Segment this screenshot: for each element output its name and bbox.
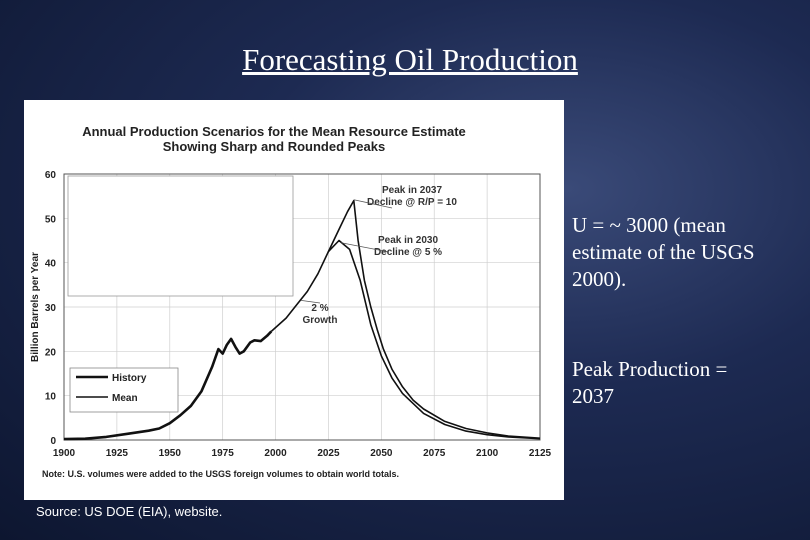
x-tick-label: 2075: [423, 448, 446, 459]
chart-title: Annual Production Scenarios for the Mean…: [82, 124, 466, 154]
x-tick-label: 2000: [264, 448, 287, 459]
peak-production-line: 2037: [572, 384, 614, 408]
legend-box: [69, 367, 179, 413]
x-tick-label: 1900: [53, 448, 76, 459]
y-tick-label: 30: [45, 303, 57, 314]
annotation-text: Peak in 2030: [378, 235, 438, 246]
annotation-text: Decline @ 5 %: [374, 247, 442, 258]
series-group: [63, 199, 541, 441]
resource-estimate-text: U = ~ 3000 (mean estimate of the USGS 20…: [572, 212, 802, 293]
x-tick-label: 2050: [370, 448, 393, 459]
y-tick-label: 50: [45, 214, 57, 225]
annotation-text: Growth: [303, 315, 338, 326]
annotation-text: Decline @ R/P = 10: [367, 197, 457, 208]
series-line-mean: [270, 239, 541, 440]
plot-frame: [63, 173, 541, 441]
resource-estimate-line: estimate of the USGS: [572, 240, 755, 264]
annotation-leader: [341, 242, 390, 253]
annotation-text: 2 %: [311, 303, 328, 314]
y-axis-label: Billion Barrels per Year: [30, 252, 41, 362]
oil-production-chart: Annual Production Scenarios for the Mean…: [30, 124, 552, 479]
annotation-text: Peak in 2037: [382, 185, 442, 196]
peak-production-line: Peak Production =: [572, 357, 728, 381]
chart-title-line: Showing Sharp and Rounded Peaks: [163, 139, 385, 154]
x-tick-label: 2025: [317, 448, 340, 459]
y-tick-label: 40: [45, 259, 57, 270]
x-tick-label: 1975: [212, 448, 235, 459]
slide-title: Forecasting Oil Production: [242, 42, 578, 77]
chart-panel: Annual Production Scenarios for the Mean…: [24, 100, 564, 500]
series-line-sharp-peak: [327, 199, 541, 439]
peak-production-text: Peak Production = 2037: [572, 356, 802, 410]
axes: 0 10 20 30 40 50 60 1900 1925 1950 1975 2000 2025 205…: [30, 170, 552, 459]
chart-note-group: Note: U.S. volumes were added to the USG…: [42, 469, 399, 479]
source-text: Source: US DOE (EIA), website.: [36, 504, 223, 519]
inset-box: [67, 175, 294, 297]
y-tick-label: 10: [45, 392, 57, 403]
chart-note: Note: U.S. volumes were added to the USG…: [42, 469, 399, 479]
series-line-history: [63, 330, 273, 441]
x-tick-label: 1950: [159, 448, 182, 459]
chart-title-line: Annual Production Scenarios for the Mean…: [82, 124, 466, 139]
x-tick-label: 2125: [529, 448, 552, 459]
annotation-leader: [353, 199, 393, 209]
legend-label: History: [112, 373, 147, 384]
x-tick-label: 2100: [476, 448, 499, 459]
annotation-leader: [300, 299, 321, 304]
resource-estimate-line: 2000).: [572, 267, 627, 291]
y-tick-label: 20: [45, 347, 57, 358]
y-tick-label: 60: [45, 170, 57, 181]
x-tick-label: 1925: [106, 448, 129, 459]
resource-estimate-line: U = ~ 3000 (mean: [572, 213, 726, 237]
legend-label: Mean: [112, 393, 138, 404]
legend: History Mean: [67, 175, 294, 413]
y-tick-label: 0: [50, 436, 56, 447]
